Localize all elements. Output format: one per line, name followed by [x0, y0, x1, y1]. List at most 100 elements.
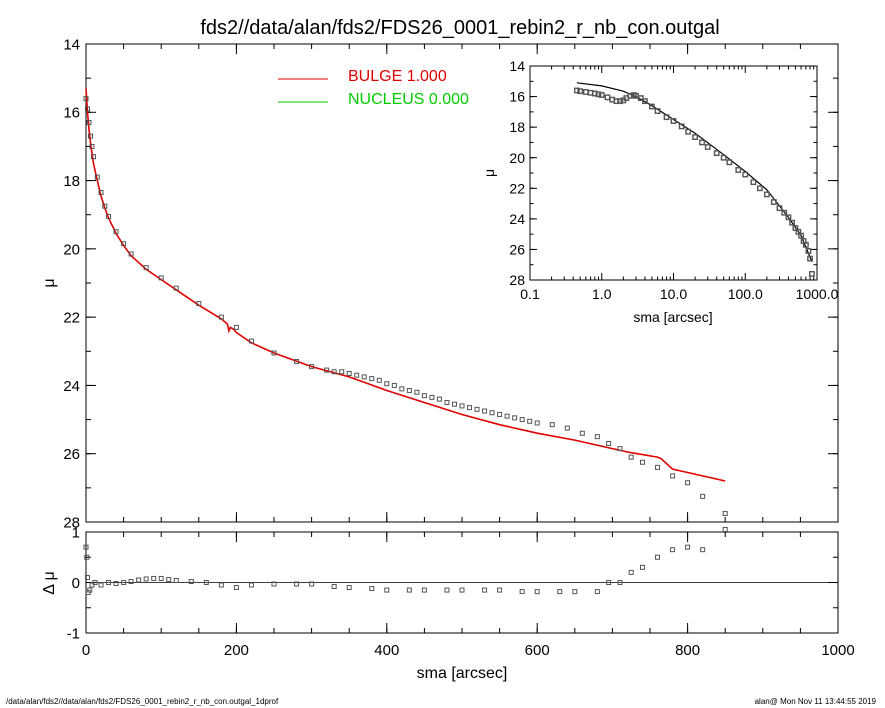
data-point [113, 581, 119, 587]
data-point [527, 418, 533, 424]
data-point [143, 576, 149, 582]
inset-data [573, 82, 815, 277]
data-point [128, 251, 134, 257]
inset-xlabel: sma [arcsec] [633, 309, 712, 325]
data-point [294, 359, 300, 365]
data-point [436, 396, 442, 402]
data-point [512, 415, 518, 421]
data-point [444, 400, 450, 405]
data-point [444, 587, 450, 593]
data-point [617, 580, 623, 585]
data-point [699, 139, 705, 146]
data-point [577, 88, 584, 95]
data-point [158, 275, 164, 281]
data-point [564, 425, 570, 431]
data-point [218, 314, 224, 320]
y-tick-label: 1 [72, 524, 80, 541]
data-point [83, 96, 89, 102]
data-point [685, 480, 691, 486]
inset-ticks: 0.1 1.0 10.0 100.0 1000.0 14 16 18 20 22 24 26 28 [509, 58, 838, 302]
data-point [534, 420, 540, 426]
data-point [86, 120, 92, 126]
x-tick-label: 800 [675, 642, 700, 659]
data-point [203, 580, 209, 585]
data-point [809, 270, 815, 277]
data-point [271, 581, 277, 587]
y-tick-label: -1 [67, 625, 80, 642]
data-point [421, 393, 427, 399]
data-point [770, 199, 777, 205]
data-point [474, 406, 480, 412]
data-point [670, 118, 677, 124]
data-point [136, 577, 142, 583]
data-point [802, 241, 809, 248]
data-point [628, 569, 634, 575]
data-point [763, 191, 770, 198]
y-tick-label: 20 [63, 241, 80, 258]
data-point [188, 578, 194, 584]
data-point [704, 144, 711, 150]
data-point [369, 376, 375, 382]
data-point [324, 367, 330, 373]
figure-title: fds2//data/alan/fds2/FDS26_0001_rebin2_r… [200, 17, 719, 39]
data-point [89, 143, 95, 149]
footer-left: /data/alan/fds2//data/alan/fds2/FDS26_00… [6, 697, 279, 706]
data-point [106, 213, 112, 219]
data-point [573, 87, 580, 94]
data-point [399, 386, 405, 392]
data-point [173, 285, 179, 291]
x-tick-label: 100.0 [728, 286, 763, 302]
data-point [309, 364, 315, 370]
data-point [113, 229, 119, 235]
data-point [670, 547, 676, 553]
data-point [649, 103, 655, 110]
y-tick-label: 16 [509, 89, 525, 105]
inset-plot-frame [529, 65, 818, 281]
data-point [83, 544, 89, 550]
y-tick-label: 14 [509, 58, 525, 74]
data-point [789, 219, 796, 226]
data-point [617, 98, 623, 105]
data-point [459, 587, 465, 593]
data-point [678, 123, 685, 130]
data-point [700, 493, 706, 499]
data-point [519, 417, 525, 423]
y-tick-label: 28 [509, 272, 525, 288]
data-point [792, 225, 799, 231]
y-tick-label: 16 [63, 105, 80, 122]
data-point [429, 394, 435, 400]
data-point [637, 95, 644, 102]
data-point [218, 582, 224, 588]
data-point [361, 374, 367, 380]
data-point [781, 209, 788, 216]
residual-ticks: 0 200 400 600 800 1000-101 [67, 524, 855, 659]
data-point [106, 580, 112, 585]
data-point [627, 92, 634, 99]
y-tick-label: 18 [509, 119, 525, 135]
main-ylabel: μ [41, 278, 58, 287]
data-point [414, 389, 420, 395]
data-point [606, 440, 612, 446]
y-tick-label: 28 [63, 514, 80, 531]
data-point [606, 580, 612, 585]
data-point [756, 185, 763, 192]
data-point [459, 403, 465, 409]
y-tick-label: 18 [63, 173, 80, 190]
residual-plot: 0 200 400 600 800 1000-101 Δ μ sma [arcsec] [41, 524, 855, 682]
x-tick-label: 600 [525, 642, 550, 659]
data-point [692, 134, 698, 140]
residual-xlabel: sma [arcsec] [417, 665, 508, 682]
data-point [421, 587, 427, 593]
data-point [700, 547, 706, 553]
data-point [346, 585, 352, 591]
y-tick-label: 26 [63, 446, 80, 463]
y-tick-label: 22 [509, 180, 525, 196]
data-point [467, 405, 473, 411]
main-plot: 14 16 18 20 22 24 26 28 μ BULGE 1.000 NUCLEUS 0.… [41, 36, 839, 531]
data-point [384, 587, 390, 593]
x-tick-label: 1000 [821, 642, 854, 659]
data-point [519, 589, 525, 595]
data-point [406, 388, 412, 394]
data-point [128, 578, 134, 584]
data-point [720, 154, 727, 161]
